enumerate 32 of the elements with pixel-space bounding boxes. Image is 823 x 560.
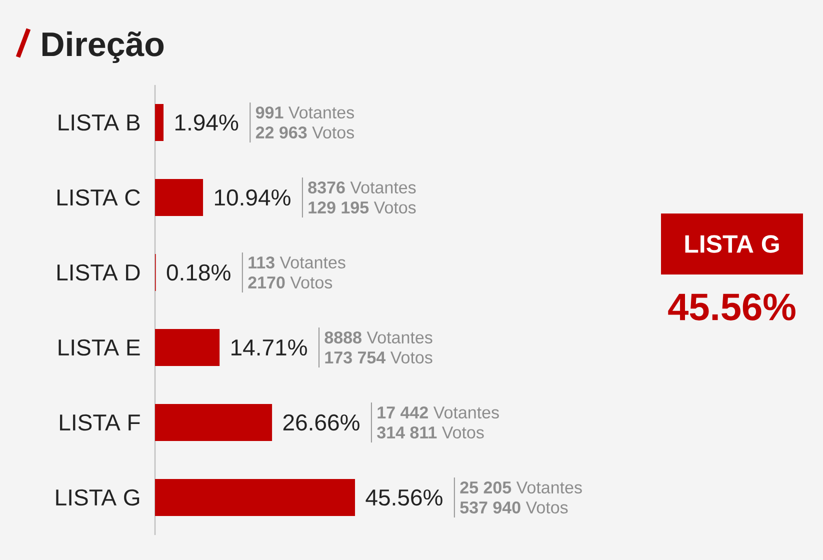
bar — [155, 104, 164, 141]
text: 25 205 Votantes — [460, 481, 582, 494]
data-label: 14.71% — [232, 339, 307, 356]
annotation: 8888 Votantes — [324, 331, 432, 344]
y-tick-label: LISTA D — [57, 264, 140, 281]
data-label: 45.56% — [366, 489, 442, 506]
annotation: 113 Votantes — [248, 256, 346, 269]
y-tick-label: LISTA E — [58, 339, 140, 356]
bar — [155, 328, 220, 366]
data-label: 26.66% — [283, 414, 360, 431]
data-label: 10.94% — [214, 189, 290, 206]
text: 45.56% — [668, 294, 796, 320]
y-tick-label: LISTA C — [57, 189, 140, 206]
annotation: 8376 Votantes — [308, 181, 416, 194]
y-tick-label: LISTA B — [58, 114, 140, 131]
text: 537 940 Votos — [460, 501, 568, 514]
data-label: 1.94% — [175, 114, 238, 131]
text: LISTA G — [685, 235, 779, 253]
bar — [155, 179, 204, 216]
bar — [155, 478, 356, 516]
data-label: 0.18% — [166, 264, 230, 281]
chart-title: Direção — [42, 31, 164, 64]
annotation: 991 Votantes — [256, 106, 354, 119]
y-tick-label: LISTA G — [56, 489, 140, 506]
y-tick-label: LISTA F — [60, 414, 140, 431]
annotation: 129 195 Votos — [308, 201, 416, 214]
text: 17 442 Votantes — [378, 406, 499, 419]
text: 314 811 Votos — [377, 426, 484, 439]
annotation: 173 754 Votos — [325, 351, 432, 364]
annotation: 22 963 Votos — [256, 126, 354, 139]
bar — [155, 404, 272, 441]
annotation: 2170 Votos — [248, 276, 332, 289]
